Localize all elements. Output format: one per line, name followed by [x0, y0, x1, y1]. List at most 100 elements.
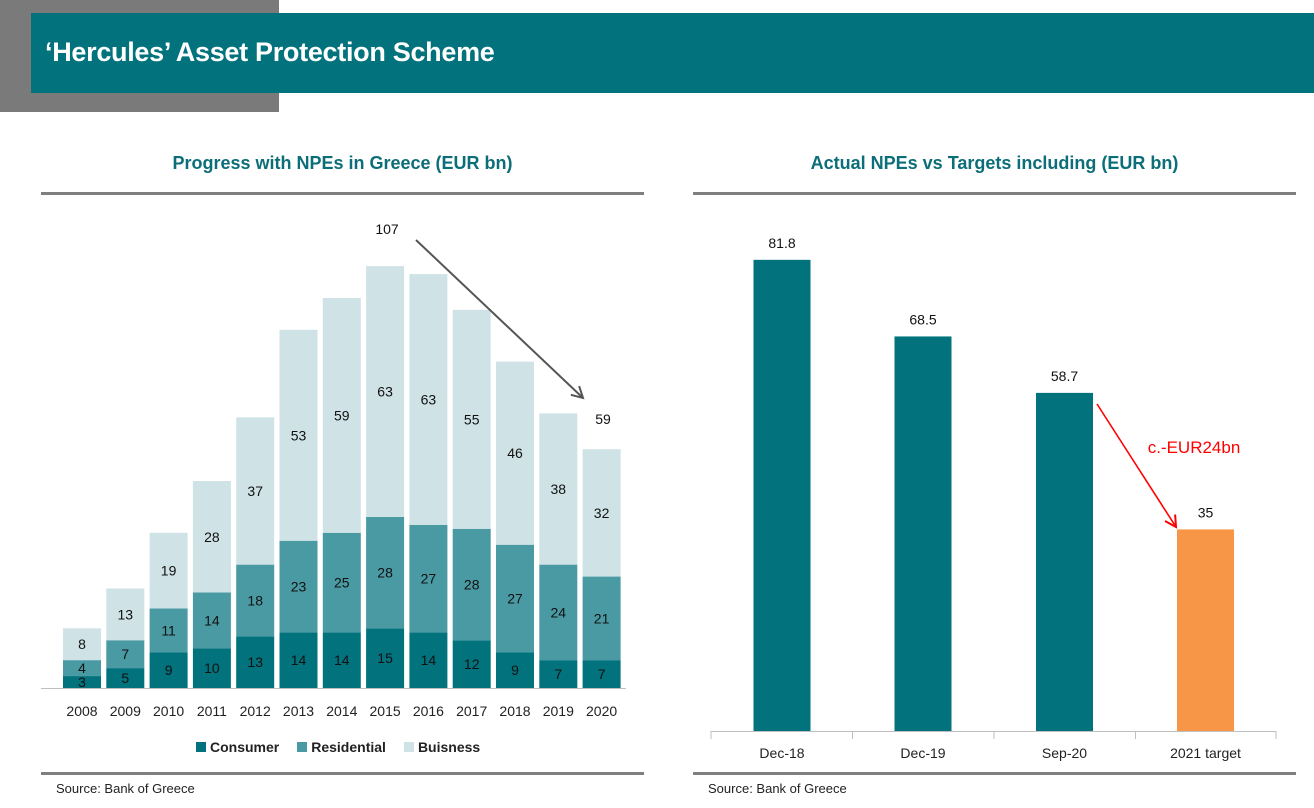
data-label-residential-2013: 23: [291, 579, 307, 595]
bar-segment-consumer-2016: [409, 632, 448, 688]
data-label-consumer-2015: 15: [377, 650, 393, 666]
bar-Dec-19: [894, 336, 952, 731]
data-label-buisness-2016: 63: [421, 391, 437, 407]
bar-2021-target: [1177, 529, 1234, 731]
data-label-residential-2018: 27: [507, 590, 523, 606]
x-tick-label-2014: 2014: [326, 703, 357, 719]
legend-swatch-consumer: [196, 742, 206, 752]
data-label-consumer-2012: 13: [247, 654, 263, 670]
annotation-peak-total: 107: [375, 221, 399, 237]
x-tick-label-2021-target: 2021 target: [1170, 745, 1241, 761]
legend-item-consumer: Consumer: [196, 739, 279, 755]
x-tick-label-2010: 2010: [153, 703, 184, 719]
legend-label-consumer: Consumer: [210, 739, 280, 755]
bar-segment-residential-2009: [106, 640, 145, 669]
bar-segment-buisness-2010: [149, 532, 188, 609]
bar-Dec-18: [753, 259, 811, 731]
legend-item-business: Buisness: [403, 739, 480, 755]
data-label-residential-2012: 18: [247, 592, 263, 608]
data-label-buisness-2012: 37: [247, 483, 263, 499]
data-label-Dec-18: 81.8: [768, 235, 795, 251]
reduction-annotation-label: c.-EUR24bn: [1148, 438, 1241, 457]
data-label-2021-target: 35: [1198, 504, 1214, 520]
data-label-residential-2017: 28: [464, 577, 480, 593]
x-tick-label-2020: 2020: [586, 703, 617, 719]
left-chart-title: Progress with NPEs in Greece (EUR bn): [172, 153, 513, 173]
bar-Sep-20: [1036, 392, 1093, 731]
x-tick-label-2009: 2009: [110, 703, 141, 719]
x-tick-label-2013: 2013: [283, 703, 314, 719]
bar-segment-residential-2014: [322, 532, 361, 633]
bar-segment-consumer-2009: [106, 668, 145, 688]
bar-segment-residential-2017: [452, 528, 491, 641]
header-banner: ‘Hercules’ Asset Protection Scheme: [31, 13, 1314, 93]
data-label-consumer-2016: 14: [421, 652, 437, 668]
bar-segment-consumer-2011: [192, 648, 231, 688]
bar-segment-buisness-2020: [582, 449, 621, 577]
left-chart-legend: Consumer Residential Buisness: [196, 739, 480, 755]
data-label-Sep-20: 58.7: [1051, 368, 1078, 384]
bar-segment-residential-2011: [192, 592, 231, 649]
data-label-buisness-2009: 13: [118, 606, 134, 622]
x-tick-label-2018: 2018: [499, 703, 530, 719]
x-tick-label-Sep-20: Sep-20: [1042, 745, 1087, 761]
bar-segment-buisness-2011: [192, 481, 231, 593]
bar-segment-buisness-2013: [279, 329, 318, 541]
x-tick-label-2008: 2008: [66, 703, 97, 719]
data-label-buisness-2020: 32: [594, 505, 610, 521]
bar-segment-buisness-2014: [322, 297, 361, 533]
data-label-residential-2014: 25: [334, 575, 350, 591]
left-chart-bottom-rule: [41, 772, 644, 775]
bar-segment-residential-2020: [582, 576, 621, 661]
data-label-residential-2010: 11: [161, 622, 176, 638]
data-label-consumer-2010: 9: [165, 662, 173, 678]
legend-item-residential: Residential: [297, 739, 386, 755]
data-label-consumer-2020: 7: [598, 666, 606, 682]
x-tick-label-2015: 2015: [370, 703, 401, 719]
data-label-buisness-2015: 63: [377, 383, 393, 399]
data-label-residential-2020: 21: [594, 610, 610, 626]
bar-segment-buisness-2015: [366, 266, 405, 517]
left-chart-source: Source: Bank of Greece: [56, 781, 195, 796]
data-label-residential-2016: 27: [421, 571, 437, 587]
x-tick-label-2016: 2016: [413, 703, 444, 719]
trend-arrow: [415, 239, 583, 398]
bar-segment-buisness-2019: [539, 413, 578, 565]
bar-segment-consumer-2012: [236, 636, 275, 688]
bar-segment-consumer-2008: [63, 676, 101, 688]
data-label-Dec-19: 68.5: [909, 311, 936, 327]
bar-segment-buisness-2009: [106, 588, 145, 641]
data-label-consumer-2018: 9: [511, 662, 519, 678]
data-label-residential-2011: 14: [204, 612, 220, 628]
data-label-buisness-2008: 8: [78, 636, 86, 652]
data-label-buisness-2011: 28: [204, 529, 220, 545]
bar-segment-buisness-2018: [496, 361, 534, 545]
right-chart-source: Source: Bank of Greece: [708, 781, 847, 796]
bar-segment-residential-2019: [539, 564, 578, 661]
data-label-residential-2009: 7: [121, 646, 129, 662]
data-label-buisness-2018: 46: [507, 445, 523, 461]
x-tick-label-2019: 2019: [543, 703, 574, 719]
bar-segment-consumer-2017: [452, 640, 491, 688]
bar-segment-consumer-2013: [279, 632, 318, 688]
data-label-consumer-2013: 14: [291, 652, 307, 668]
bar-segment-consumer-2018: [496, 652, 534, 688]
bar-segment-residential-2015: [366, 516, 405, 629]
data-label-buisness-2019: 38: [551, 481, 567, 497]
bar-segment-consumer-2019: [539, 660, 578, 688]
data-label-residential-2015: 28: [377, 565, 393, 581]
annotation-2020-total: 59: [595, 411, 611, 427]
left-chart-top-rule: [41, 192, 644, 195]
bar-segment-consumer-2015: [366, 628, 405, 688]
bar-segment-residential-2010: [149, 608, 188, 653]
page-title: ‘Hercules’ Asset Protection Scheme: [45, 37, 495, 67]
bar-segment-residential-2012: [236, 564, 275, 637]
x-tick-label-2012: 2012: [240, 703, 271, 719]
x-tick-label-2017: 2017: [456, 703, 487, 719]
data-label-buisness-2014: 59: [334, 407, 350, 423]
data-label-consumer-2008: 3: [78, 674, 86, 690]
right-chart-bottom-rule: [693, 772, 1296, 775]
bar-segment-residential-2016: [409, 524, 448, 633]
bar-segment-buisness-2012: [236, 417, 275, 565]
